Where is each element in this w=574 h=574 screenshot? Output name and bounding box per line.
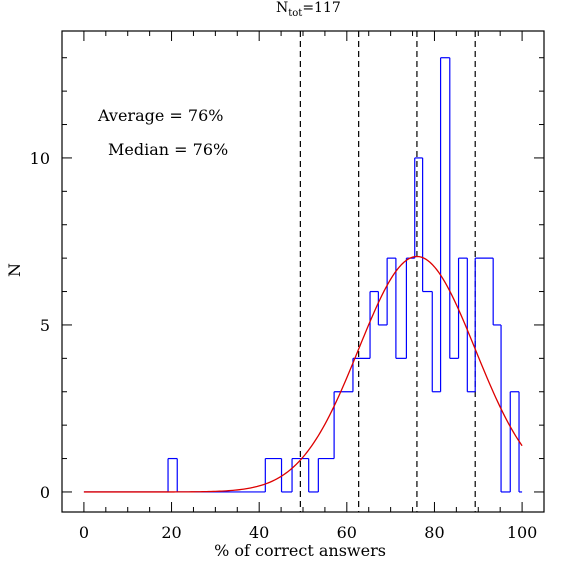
y-tick-label: 0	[40, 483, 50, 502]
dashed-reference-lines	[299, 31, 476, 512]
y-tick-label: 5	[40, 316, 50, 335]
axis-ticks	[62, 31, 544, 512]
x-axis-label: % of correct answers	[214, 541, 386, 560]
y-tick-labels: 0 5 10	[30, 149, 50, 502]
y-tick-label: 10	[30, 149, 50, 168]
x-tick-label: 40	[249, 523, 269, 542]
gaussian-fit-curve	[83, 255, 523, 493]
average-annotation: Average = 76%	[97, 106, 223, 125]
x-tick-label: 80	[424, 523, 444, 542]
y-axis-label: N	[5, 263, 24, 277]
x-tick-label: 0	[79, 523, 89, 542]
chart-title-main: N	[276, 0, 288, 16]
chart-title-sub: tot	[288, 8, 302, 19]
x-tick-label: 100	[507, 523, 538, 542]
chart-title-rest: =117	[302, 0, 340, 16]
chart-title: Ntot=117	[276, 0, 341, 19]
plot-frame	[61, 30, 545, 513]
x-tick-labels: 0 20 40 60 80 100	[79, 523, 538, 542]
median-annotation: Median = 76%	[108, 140, 228, 159]
x-tick-label: 20	[161, 523, 181, 542]
gaussian-fit-series	[83, 255, 523, 493]
x-tick-label: 60	[337, 523, 357, 542]
